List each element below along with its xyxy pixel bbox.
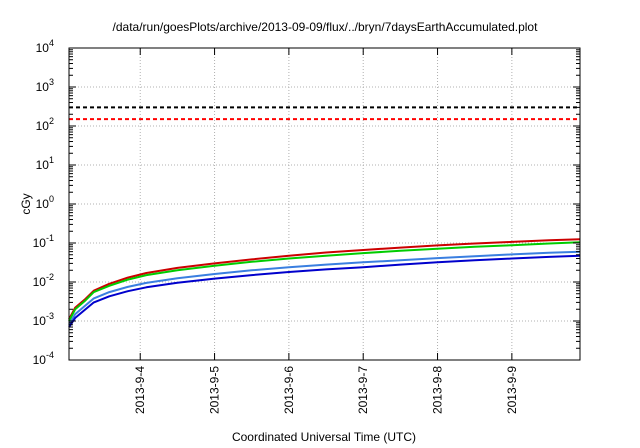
x-tick-labels: 2013-9-4 2013-9-5 2013-9-6 2013-9-7 2013-9-8… [133,366,519,414]
y-axis-title: cGy [19,193,33,214]
grid [69,48,580,360]
y-tick-label: 102 [36,116,54,133]
y-tick-label: 10-1 [33,233,54,250]
x-tick-label: 2013-9-4 [133,366,147,414]
reference-lines [69,106,580,121]
x-tick-label: 2013-9-8 [431,366,445,414]
y-tick-label: 104 [36,38,54,55]
y-tick-label: 103 [36,77,54,94]
x-tick-label: 2013-9-5 [208,366,222,414]
series-lines [68,238,581,328]
x-tick-label: 2013-9-6 [282,366,296,414]
y-tick-label: 101 [36,155,54,172]
chart-title: /data/run/goesPlots/archive/2013-09-09/f… [113,20,539,34]
x-axis-title: Coordinated Universal Time (UTC) [232,430,416,444]
x-tick-label: 2013-9-7 [356,366,370,414]
y-tick-label: 100 [36,194,54,211]
series-line [68,250,581,326]
series-line [68,238,581,320]
y-tick-labels: 10-4 10-3 10-2 10-1 100 101 102 103 104 [33,38,54,367]
series-line [68,241,581,322]
y-tick-label: 10-2 [33,272,54,289]
x-tick-label: 2013-9-9 [505,366,519,414]
y-tick-label: 10-4 [33,350,54,367]
axis-ticks [69,47,580,361]
series-line [68,254,581,328]
y-tick-label: 10-3 [33,311,54,328]
